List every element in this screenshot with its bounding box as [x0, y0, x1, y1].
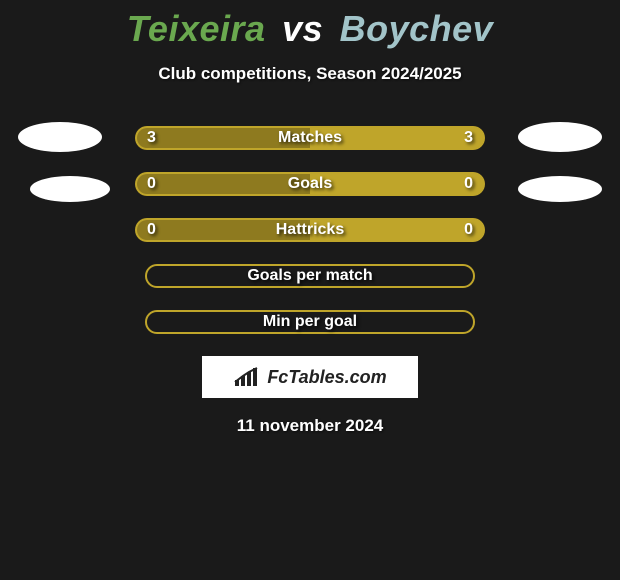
bar-left — [135, 172, 310, 196]
stat-row-min-per-goal: Min per goal — [145, 310, 475, 334]
stat-row-goals-per-match: Goals per match — [145, 264, 475, 288]
stat-row-hattricks: 0 Hattricks 0 — [135, 218, 485, 242]
footer-brand-text: FcTables.com — [267, 367, 386, 388]
team-badge-left-2 — [30, 176, 110, 202]
bar-outline — [145, 310, 475, 334]
bar-left — [135, 126, 310, 150]
subtitle: Club competitions, Season 2024/2025 — [0, 64, 620, 84]
stat-row-goals: 0 Goals 0 — [135, 172, 485, 196]
page-title: Teixeira vs Boychev — [0, 0, 620, 50]
stat-row-matches: 3 Matches 3 — [135, 126, 485, 150]
footer-brand: FcTables.com — [202, 356, 418, 398]
team-badge-right-1 — [518, 122, 602, 152]
bar-right — [310, 172, 485, 196]
title-player2: Boychev — [340, 8, 494, 49]
bar-right — [310, 218, 485, 242]
bar-right — [310, 126, 485, 150]
date-text: 11 november 2024 — [0, 416, 620, 436]
stat-rows-empty: Goals per match Min per goal — [0, 264, 620, 334]
bar-left — [135, 218, 310, 242]
title-player1: Teixeira — [127, 8, 266, 49]
chart-bars-icon — [233, 366, 261, 388]
team-badge-right-2 — [518, 176, 602, 202]
team-badge-left-1 — [18, 122, 102, 152]
title-vs: vs — [282, 8, 323, 49]
bar-outline — [145, 264, 475, 288]
